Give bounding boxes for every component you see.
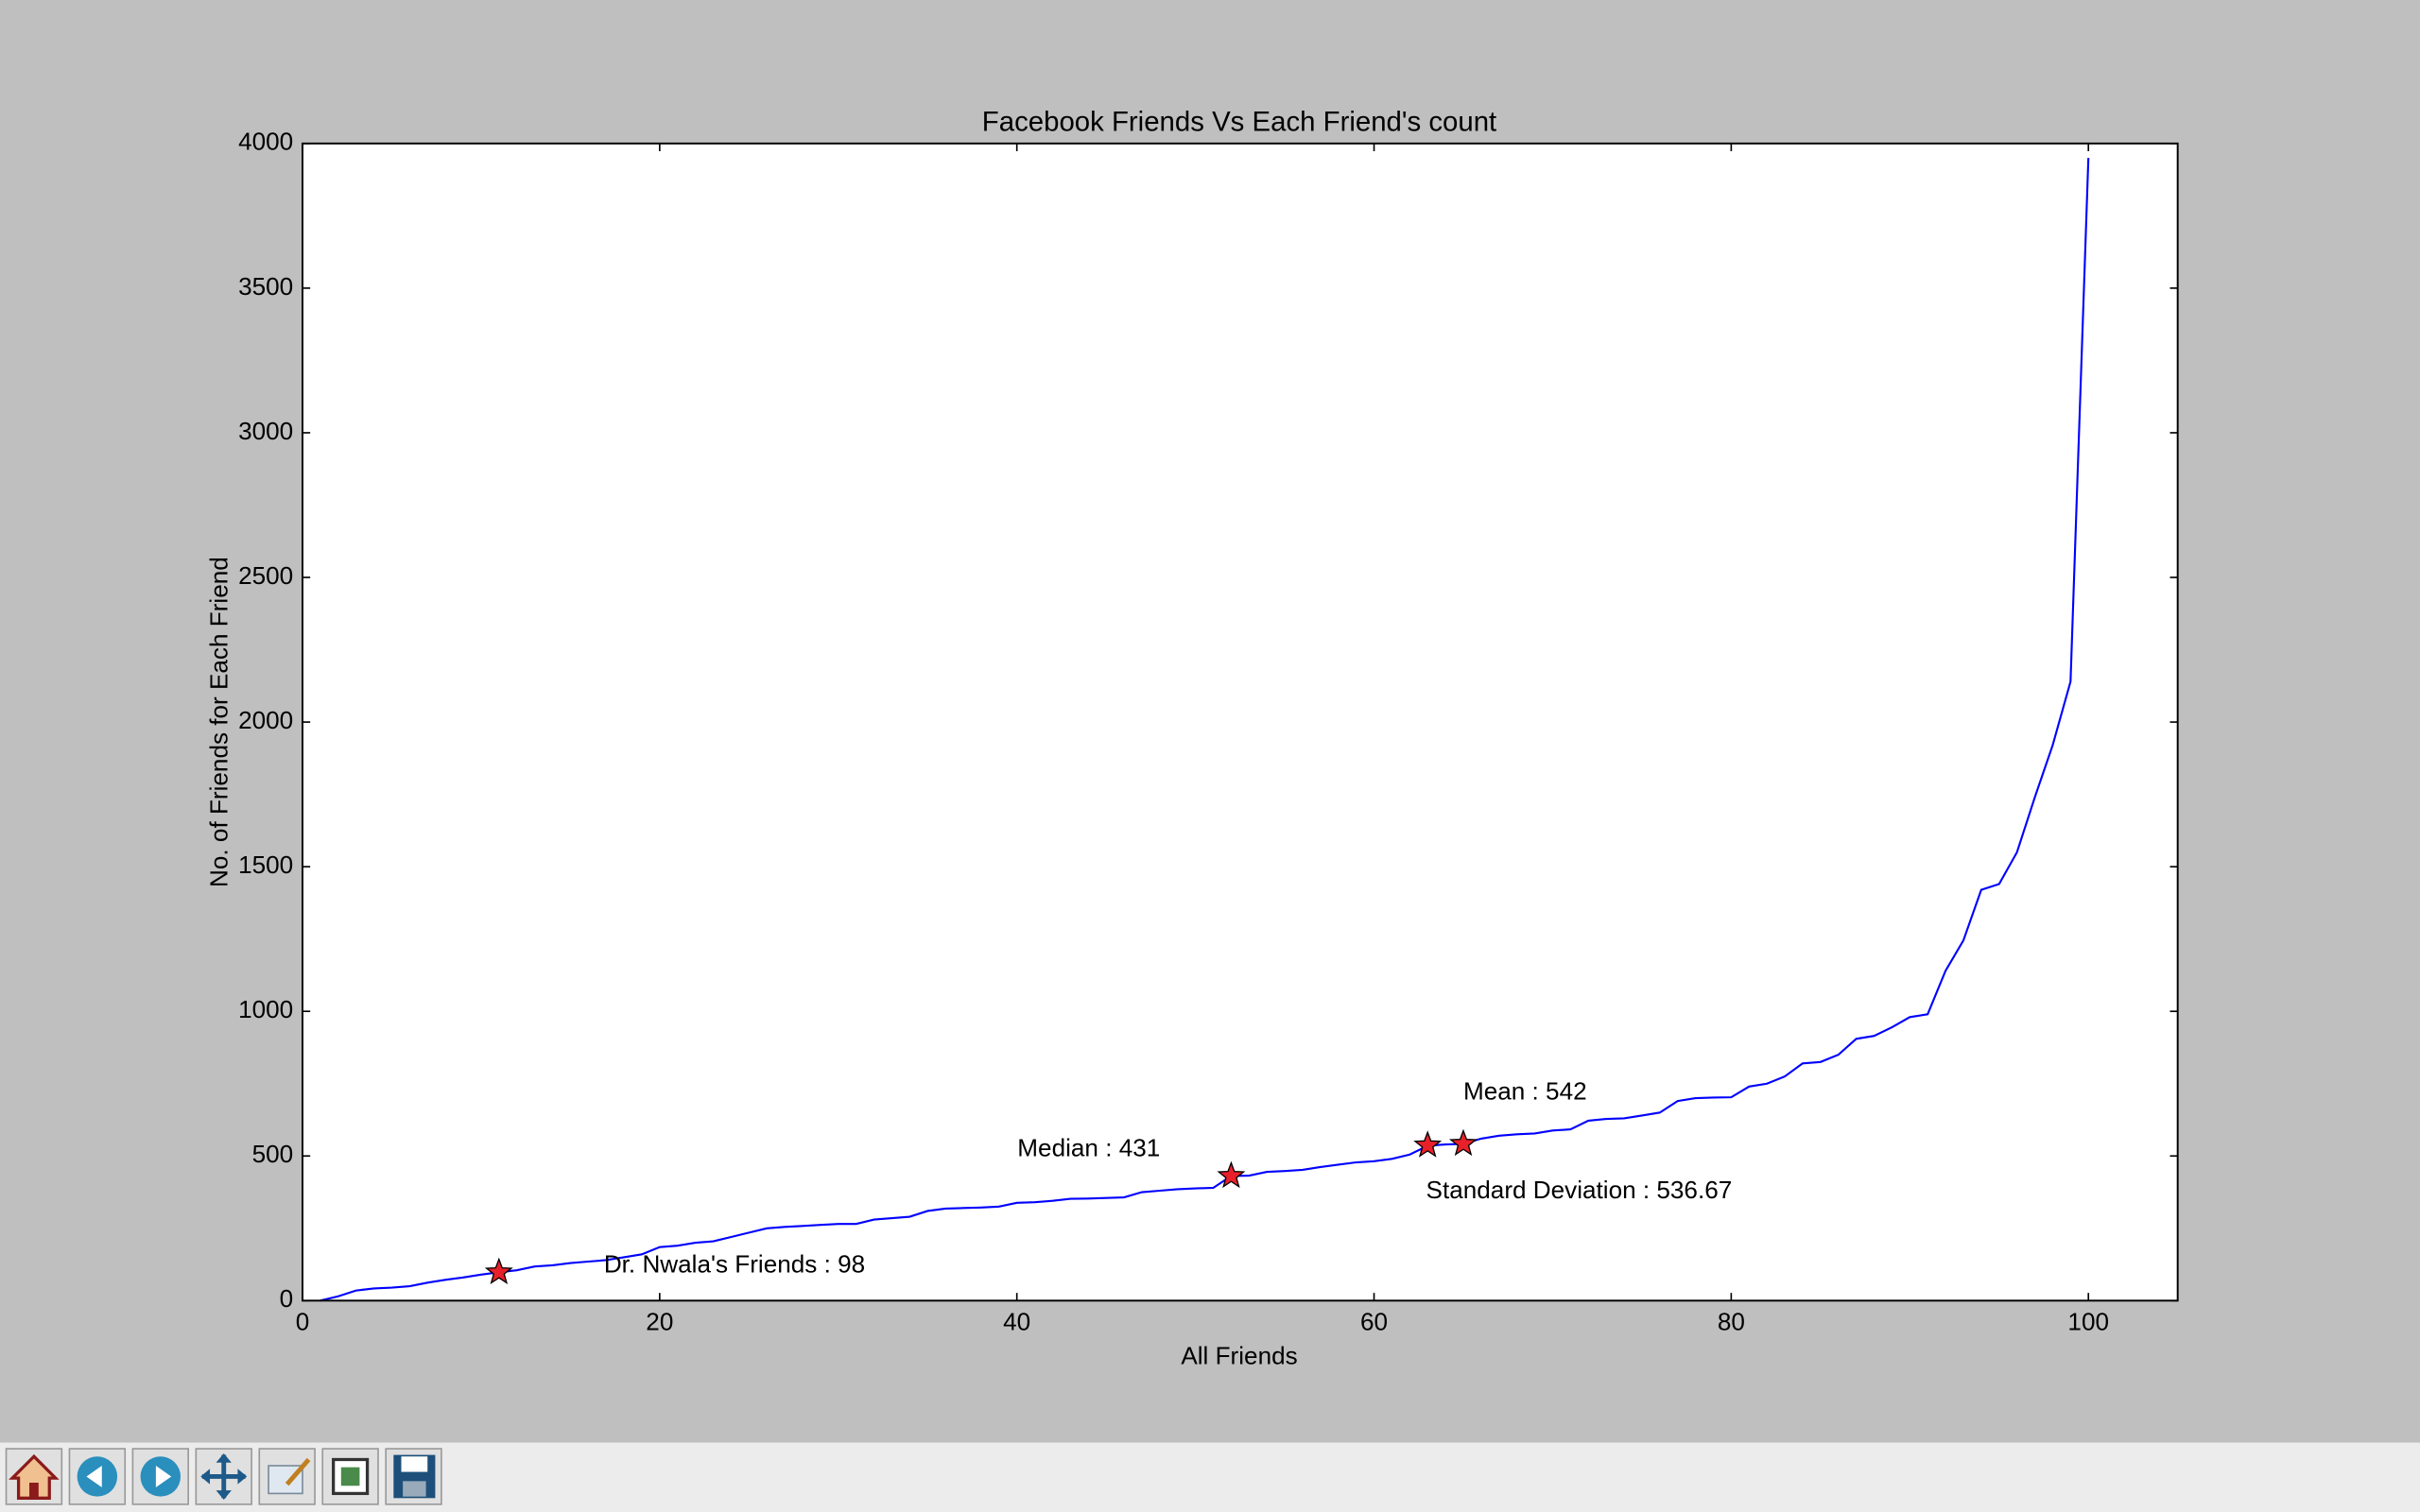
y-tick-label: 3500 — [238, 272, 293, 301]
x-tick-label: 100 — [2067, 1308, 2109, 1336]
x-tick-label: 80 — [1718, 1308, 1745, 1336]
y-tick-label: 500 — [252, 1140, 294, 1168]
y-tick-label: 0 — [280, 1284, 294, 1313]
marker-annotation: Standard Deviation : 536.67 — [1426, 1176, 1733, 1204]
marker-star — [1449, 1128, 1478, 1157]
y-tick-label: 2000 — [238, 706, 293, 734]
y-axis-label: No. of Friends for Each Friend — [204, 557, 233, 887]
zoom-button[interactable] — [258, 1448, 316, 1505]
marker-annotation: Median : 431 — [1017, 1134, 1160, 1162]
pan-button[interactable] — [195, 1448, 252, 1505]
plot-area — [302, 143, 2178, 1301]
marker-star — [1413, 1130, 1443, 1158]
data-line — [320, 158, 2090, 1302]
y-tick-label: 1500 — [238, 850, 293, 879]
marker-annotation: Dr. Nwala's Friends : 98 — [604, 1250, 865, 1279]
x-tick-label: 20 — [646, 1308, 673, 1336]
x-tick-label: 60 — [1360, 1308, 1388, 1336]
y-tick-label: 2500 — [238, 561, 293, 590]
save-button[interactable] — [385, 1448, 442, 1505]
marker-annotation: Mean : 542 — [1463, 1076, 1587, 1105]
marker-star — [1217, 1160, 1246, 1189]
subplots-button[interactable] — [321, 1448, 379, 1505]
chart-title: Facebook Friends Vs Each Friend's count — [982, 106, 1496, 137]
x-axis-label: All Friends — [1181, 1342, 1297, 1370]
y-tick-label: 1000 — [238, 995, 293, 1023]
y-tick-label: 4000 — [238, 128, 293, 156]
forward-button[interactable] — [131, 1448, 189, 1505]
y-tick-label: 3000 — [238, 417, 293, 445]
x-tick-label: 40 — [1003, 1308, 1030, 1336]
toolbar — [0, 1442, 2420, 1512]
back-button[interactable] — [68, 1448, 127, 1505]
home-button[interactable] — [5, 1448, 63, 1505]
marker-star — [484, 1257, 513, 1285]
x-tick-label: 0 — [296, 1308, 310, 1336]
